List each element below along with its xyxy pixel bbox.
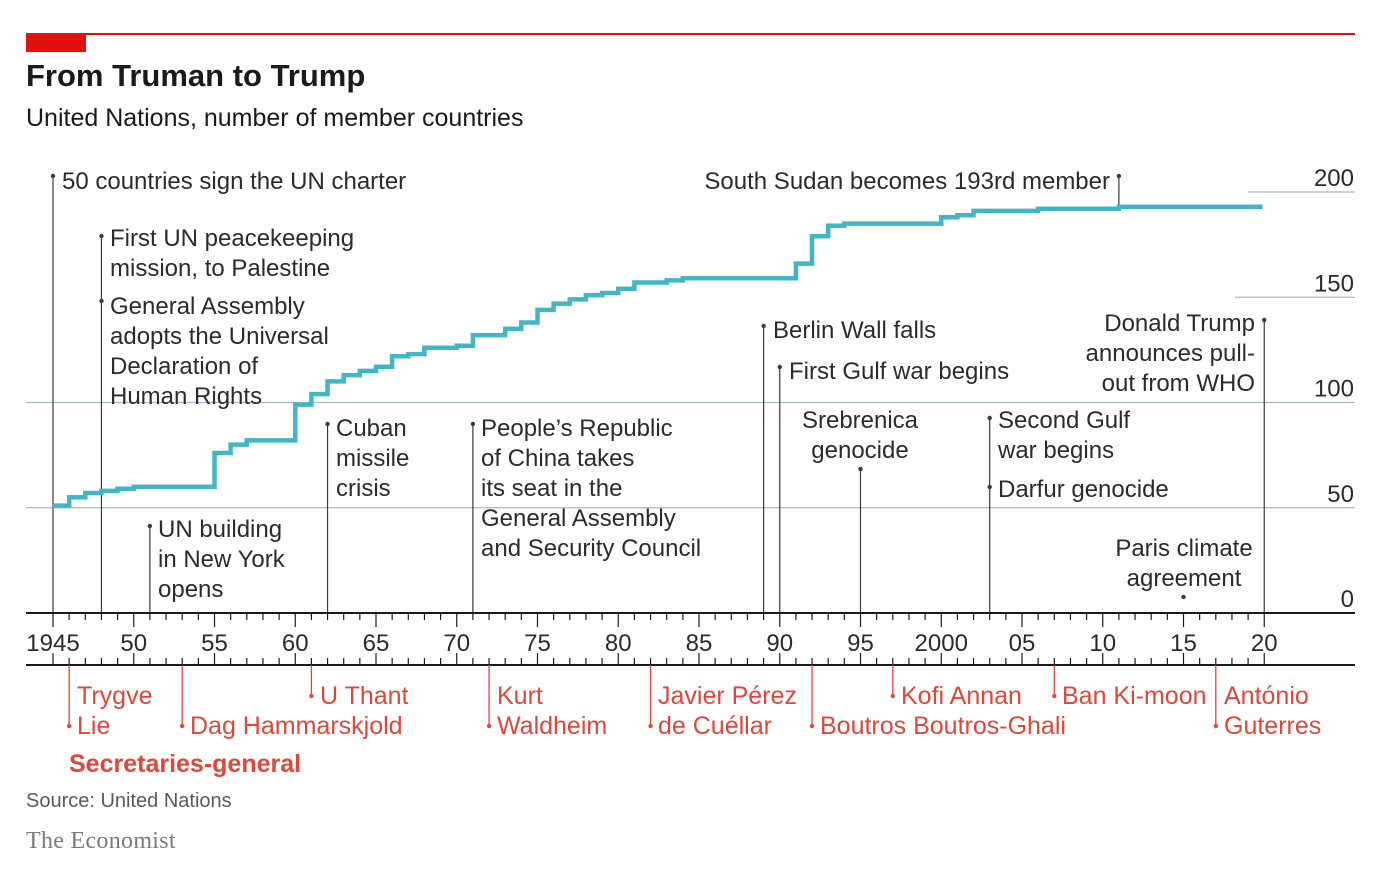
annotation-label: Second Gulf — [998, 407, 1130, 434]
x-tick-label: 80 — [605, 630, 632, 657]
secretary-dot — [890, 693, 895, 699]
annotation-label: People’s Republic — [481, 415, 673, 442]
annotation-label: General Assembly — [481, 505, 676, 532]
annotation-label: out from WHO — [1102, 370, 1255, 397]
annotation-label: missile — [336, 445, 409, 472]
annotation-dot — [777, 364, 782, 370]
annotation-dot — [99, 298, 104, 304]
secretary-general-name: de Cuéllar — [658, 712, 772, 740]
y-tick-label-150: 150 — [1314, 270, 1354, 297]
annotation-dot — [858, 466, 863, 472]
annotation-dot — [50, 173, 56, 179]
annotation-label: Berlin Wall falls — [773, 317, 936, 344]
y-tick-label-0: 0 — [1341, 586, 1354, 613]
secretary-general-name: Dag Hammarskjold — [190, 712, 403, 740]
annotation-dot — [1116, 173, 1122, 179]
x-tick-label: 95 — [847, 630, 874, 657]
publisher-logo: The Economist — [26, 828, 176, 854]
secretary-general-name: Trygve — [77, 682, 152, 710]
secretary-general-name: Lie — [77, 712, 110, 740]
x-tick-label: 85 — [686, 630, 713, 657]
x-tick-label: 90 — [766, 630, 793, 657]
y-tick-label-50: 50 — [1327, 481, 1354, 508]
annotation-label: Human Rights — [110, 383, 262, 410]
annotation-dot — [987, 484, 992, 490]
annotation-label: Darfur genocide — [998, 476, 1169, 503]
secretary-general-name: Boutros Boutros-Ghali — [820, 712, 1066, 740]
secretary-dot — [809, 723, 815, 729]
annotation-label: announces pull- — [1086, 340, 1255, 367]
secretary-general-name: Waldheim — [497, 712, 607, 740]
annotation-label: opens — [158, 576, 223, 603]
x-tick-label: 60 — [282, 630, 309, 657]
brand-tag — [26, 33, 86, 52]
secretary-dot — [648, 723, 653, 729]
annotation-label: Declaration of — [110, 353, 258, 380]
chart-title: From Truman to Trump — [26, 58, 366, 93]
y-tick-label-200: 200 — [1314, 165, 1354, 192]
annotation-dot — [987, 415, 992, 421]
secretary-dot — [486, 723, 492, 729]
annotation-label: agreement — [1127, 565, 1242, 592]
secretary-dot — [309, 693, 314, 699]
annotation-label: First UN peacekeeping — [110, 225, 354, 252]
x-tick-label: 15 — [1170, 630, 1197, 657]
annotation-dot — [470, 421, 476, 427]
annotation-label: in New York — [158, 546, 286, 573]
annotation-label: mission, to Palestine — [110, 255, 330, 282]
annotation-label: its seat in the — [481, 475, 622, 502]
annotation-label: Srebrenica — [802, 407, 919, 434]
x-tick-label: 70 — [443, 630, 470, 657]
secretary-general-name: Kofi Annan — [901, 682, 1022, 710]
annotation-dot — [761, 323, 766, 329]
source-note: Source: United Nations — [26, 790, 232, 812]
secretary-general-name: Guterres — [1224, 712, 1321, 740]
secretary-dot — [1052, 693, 1057, 699]
secretary-general-name: U Thant — [320, 682, 409, 710]
x-tick-label: 75 — [524, 630, 551, 657]
x-tick-label: 2000 — [915, 630, 968, 657]
secretary-general-name: Ban Ki-moon — [1062, 682, 1207, 710]
annotation-label: South Sudan becomes 193rd member — [704, 168, 1110, 195]
annotation-dot — [99, 233, 104, 239]
annotation-label: 50 countries sign the UN charter — [62, 168, 406, 195]
annotation-label: General Assembly — [110, 293, 305, 320]
secretaries-heading: Secretaries-general — [69, 750, 301, 778]
annotation-label: and Security Council — [481, 535, 701, 562]
annotation-label: Paris climate — [1115, 535, 1252, 562]
annotation-label: genocide — [811, 437, 908, 464]
annotation-dot — [147, 523, 153, 529]
annotation-dot — [1262, 317, 1267, 323]
chart-subtitle: United Nations, number of member countri… — [26, 104, 524, 132]
x-tick-label: 50 — [120, 630, 147, 657]
annotation-label: war begins — [997, 437, 1114, 464]
secretary-general-name: Javier Pérez — [658, 682, 797, 710]
x-tick-label: 10 — [1089, 630, 1116, 657]
y-tick-label-100: 100 — [1314, 376, 1354, 403]
x-tick-label: 65 — [363, 630, 390, 657]
annotation-label: UN building — [158, 516, 282, 543]
x-tick-label: 20 — [1251, 630, 1278, 657]
x-tick-label: 05 — [1009, 630, 1036, 657]
x-tick-label: 1945 — [26, 630, 79, 657]
annotation-dot — [1181, 594, 1186, 600]
secretary-general-name: António — [1224, 682, 1309, 710]
secretary-dot — [180, 723, 185, 729]
annotation-label: crisis — [336, 475, 391, 502]
annotation-label: adopts the Universal — [110, 323, 329, 350]
annotation-dot — [325, 421, 330, 427]
x-tick-label: 55 — [201, 630, 228, 657]
annotation-label: Cuban — [336, 415, 407, 442]
annotation-label: Donald Trump — [1104, 310, 1255, 337]
member-count-line — [53, 204, 1263, 508]
secretary-dot — [1213, 723, 1219, 729]
secretary-general-name: Kurt — [497, 682, 543, 710]
secretary-dot — [66, 723, 72, 729]
annotation-label: First Gulf war begins — [789, 358, 1009, 385]
annotation-label: of China takes — [481, 445, 634, 472]
